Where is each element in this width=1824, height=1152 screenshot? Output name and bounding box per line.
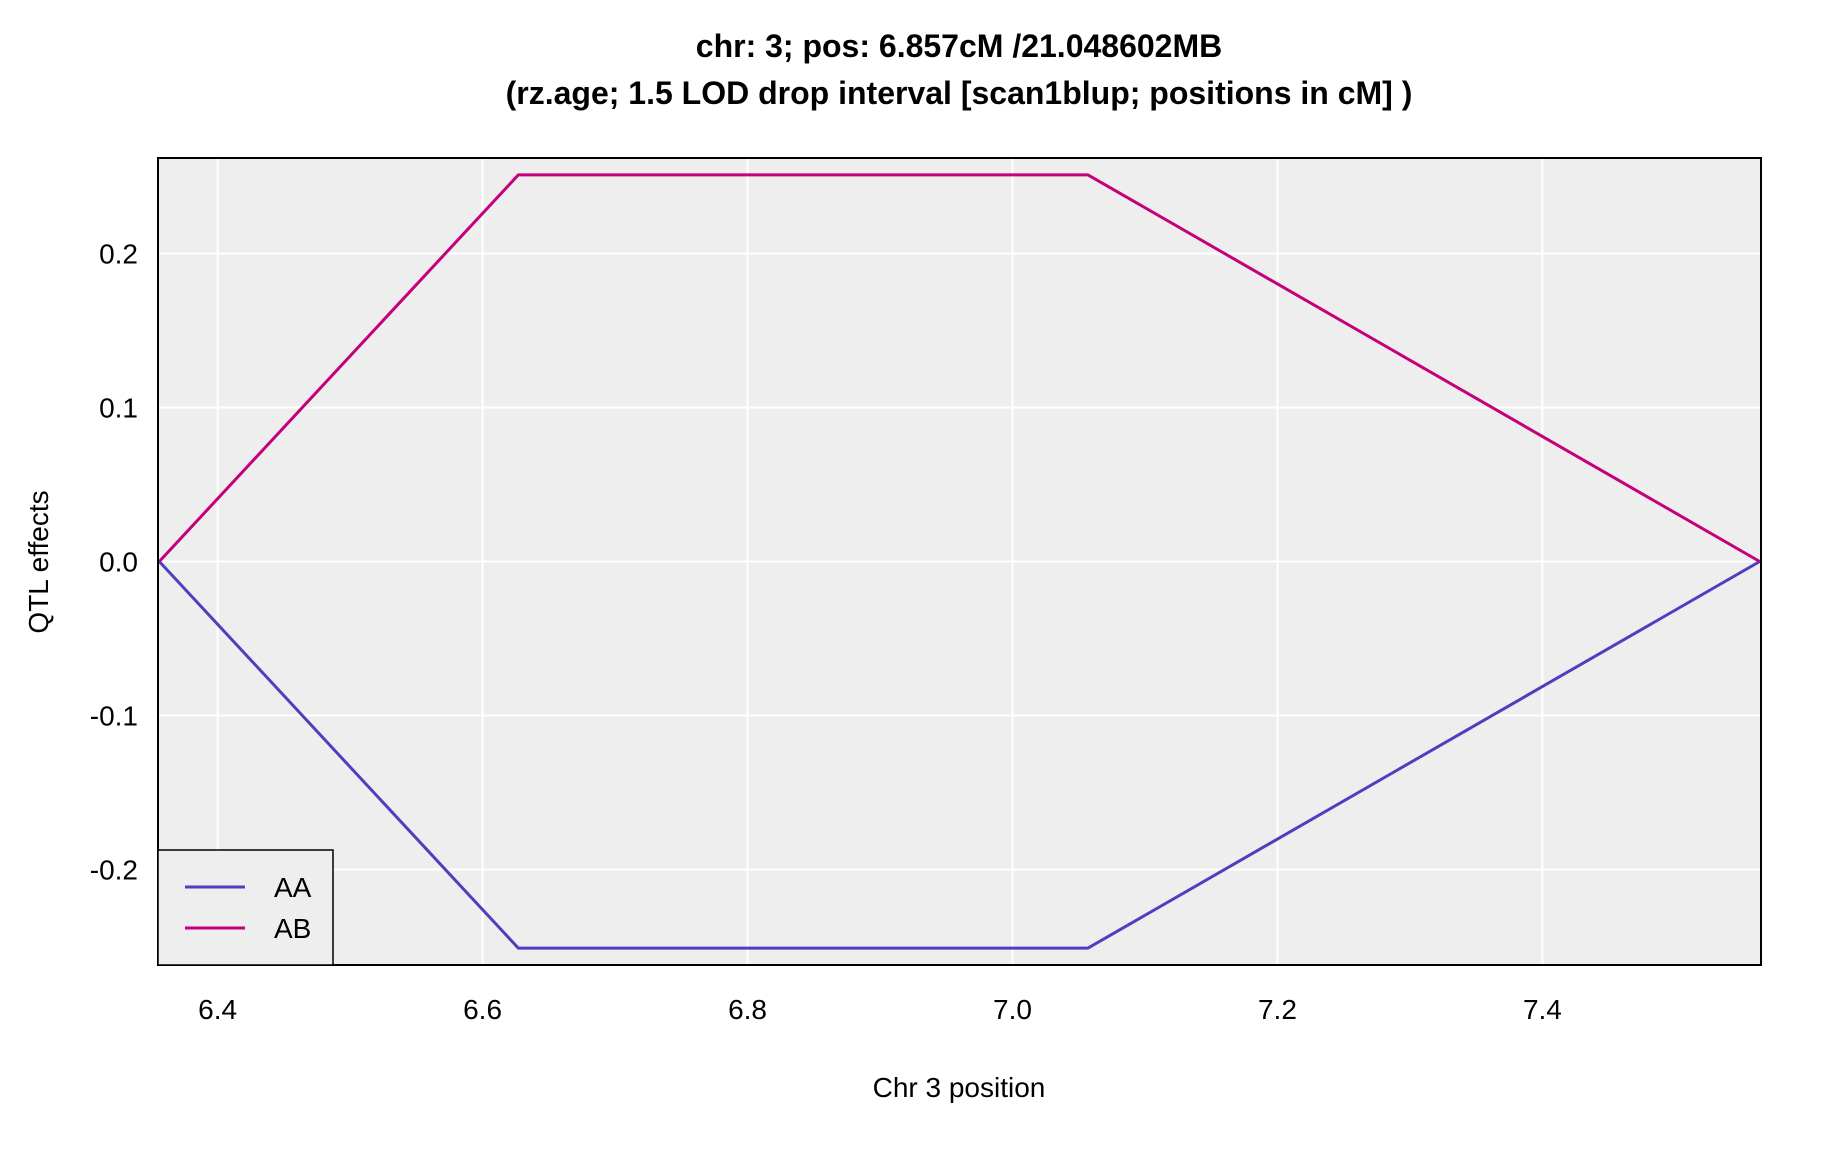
y-axis-label: QTL effects xyxy=(23,490,54,633)
x-axis-ticks: 6.4 6.6 6.8 7.0 7.2 7.4 xyxy=(198,994,1562,1025)
x-tick-label: 7.0 xyxy=(993,994,1032,1025)
y-axis-ticks: -0.2 -0.1 0.0 0.1 0.2 xyxy=(90,238,138,885)
x-tick-label: 6.6 xyxy=(463,994,502,1025)
legend-label-aa: AA xyxy=(274,872,312,903)
chart-subtitle: (rz.age; 1.5 LOD drop interval [scan1blu… xyxy=(506,75,1413,111)
y-tick-label: 0.0 xyxy=(99,547,138,578)
y-tick-label: -0.2 xyxy=(90,855,138,886)
y-tick-label: 0.2 xyxy=(99,238,138,269)
plot-frame xyxy=(157,157,1762,966)
series-line-ab xyxy=(158,173,1761,563)
series-line-aa xyxy=(158,560,1761,950)
x-tick-label: 6.8 xyxy=(728,994,767,1025)
legend-label-ab: AB xyxy=(274,913,311,944)
legend: AA AB xyxy=(157,849,334,966)
legend-box xyxy=(157,849,334,966)
x-axis-label: Chr 3 position xyxy=(873,1072,1046,1103)
y-tick-label: -0.1 xyxy=(90,701,138,732)
x-tick-label: 7.2 xyxy=(1258,994,1297,1025)
y-tick-label: 0.1 xyxy=(99,392,138,423)
x-tick-label: 7.4 xyxy=(1523,994,1562,1025)
x-tick-label: 6.4 xyxy=(198,994,237,1025)
chart-title: chr: 3; pos: 6.857cM /21.048602MB xyxy=(696,28,1222,64)
series-layer xyxy=(158,173,1761,950)
